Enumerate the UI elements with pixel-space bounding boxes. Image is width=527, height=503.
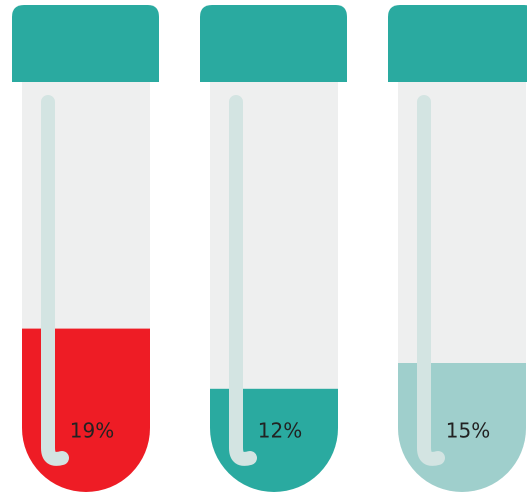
value-label: 19%: [70, 419, 114, 443]
tube-highlight: [417, 95, 445, 466]
tube-cap: [200, 5, 347, 82]
value-label: 12%: [258, 419, 302, 443]
tube-cap: [388, 5, 527, 82]
tube-highlight: [229, 95, 257, 466]
value-label: 15%: [446, 419, 490, 443]
tube-cap: [12, 5, 159, 82]
tube-highlight: [41, 95, 69, 466]
